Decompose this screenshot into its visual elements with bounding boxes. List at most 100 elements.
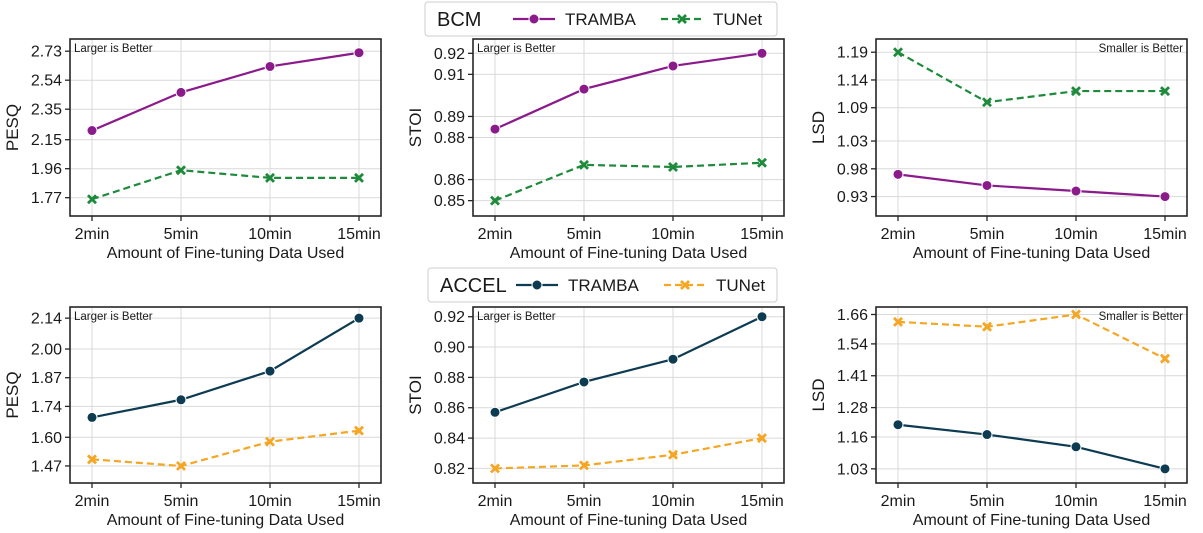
data-point	[265, 172, 275, 183]
y-tick-label: 1.03	[837, 134, 868, 151]
y-axis-label: STOI	[406, 375, 425, 414]
data-point	[892, 419, 904, 431]
y-tick-label: 0.90	[434, 340, 465, 357]
x-tick-label: 10min	[1054, 493, 1098, 510]
x-axis-label: Amount of Fine-tuning Data Used	[510, 245, 747, 262]
series-tramba	[892, 419, 1171, 475]
annotation: Larger is Better	[477, 43, 556, 55]
data-point	[176, 460, 186, 471]
y-tick-label: 2.14	[31, 311, 62, 328]
y-tick-label: 0.98	[837, 161, 868, 178]
data-point	[86, 411, 98, 423]
legend-label: TRAMBA	[568, 276, 640, 295]
data-point	[578, 83, 590, 95]
x-axis-label: Amount of Fine-tuning Data Used	[107, 512, 344, 529]
data-point	[756, 47, 768, 59]
x-axis-label: Amount of Fine-tuning Data Used	[913, 245, 1150, 262]
data-point	[1071, 309, 1081, 320]
data-point	[981, 179, 993, 191]
series-tramba	[86, 312, 365, 423]
x-tick-label: 15min	[740, 493, 784, 510]
data-point	[264, 60, 276, 72]
data-point	[1159, 463, 1171, 475]
data-point	[667, 60, 679, 72]
data-point	[175, 394, 187, 406]
data-point	[667, 353, 679, 365]
y-tick-label: 1.66	[837, 307, 868, 324]
x-tick-label: 5min	[567, 493, 602, 510]
x-tick-label: 10min	[651, 226, 695, 243]
y-tick-label: 2.15	[31, 132, 62, 149]
y-tick-label: 0.92	[434, 46, 465, 63]
data-point	[982, 97, 992, 108]
x-tick-label: 2min	[881, 493, 916, 510]
data-point	[757, 157, 767, 168]
y-tick-label: 1.87	[31, 370, 62, 387]
series-line	[897, 173, 1166, 198]
x-axis-label: Amount of Fine-tuning Data Used	[107, 245, 344, 262]
legend-group-title: BCM	[437, 9, 481, 31]
y-tick-label: 1.74	[31, 399, 62, 416]
y-tick-label: 0.86	[434, 172, 465, 189]
series-line	[91, 317, 360, 419]
x-tick-label: 10min	[248, 226, 292, 243]
x-tick-label: 5min	[970, 493, 1005, 510]
legend-box	[427, 267, 778, 303]
y-axis-label: LSD	[809, 111, 828, 144]
y-axis-label: PESQ	[3, 371, 22, 418]
series-tunet	[490, 433, 767, 474]
data-point	[1160, 86, 1170, 97]
x-tick-label: 2min	[478, 226, 513, 243]
series-tramba	[489, 311, 768, 418]
data-point	[490, 195, 500, 206]
x-tick-label: 2min	[75, 226, 110, 243]
y-tick-label: 0.88	[434, 370, 465, 387]
x-tick-label: 15min	[1143, 226, 1187, 243]
axes-frame	[472, 306, 785, 484]
y-tick-label: 0.93	[837, 189, 868, 206]
legend-group-title: ACCEL	[440, 275, 507, 297]
y-tick-label: 1.77	[31, 190, 62, 207]
y-tick-label: 2.00	[31, 342, 62, 359]
y-axis-label: PESQ	[3, 104, 22, 151]
data-point	[578, 376, 590, 388]
data-point	[668, 161, 678, 172]
legend-marker	[531, 279, 543, 291]
annotation: Smaller is Better	[1099, 43, 1184, 55]
legend-marker	[680, 280, 690, 290]
panel-bcm-lsd: 0.93 0.98 1.03 1.09 1.14 1.19 2min 5min 10min 15m…	[809, 38, 1188, 262]
x-tick-label: 5min	[164, 226, 199, 243]
y-axis-label: LSD	[809, 378, 828, 411]
y-tick-label: 2.54	[31, 73, 62, 90]
data-point	[353, 47, 365, 59]
x-axis-label: Amount of Fine-tuning Data Used	[913, 512, 1150, 529]
y-tick-label: 2.73	[31, 44, 62, 61]
data-point	[1070, 185, 1082, 197]
panel-bcm-stoi: 0.85 0.86 0.88 0.89 0.91 0.92 2min 5min 10min 15m…	[406, 38, 785, 262]
panel-bcm-pesq: 1.77 1.96 2.15 2.35 2.54 2.73 2min 5min 10min 15m…	[3, 38, 382, 262]
y-tick-label: 0.82	[434, 461, 465, 478]
data-point	[87, 194, 97, 205]
y-tick-label: 1.60	[31, 430, 62, 447]
series-line	[897, 313, 1166, 360]
y-tick-label: 0.85	[434, 193, 465, 210]
series-tramba	[86, 47, 365, 137]
y-tick-label: 0.88	[434, 130, 465, 147]
legend-label: TUNet	[713, 10, 762, 29]
data-point	[756, 311, 768, 323]
data-point	[489, 406, 501, 418]
x-tick-label: 15min	[1143, 493, 1187, 510]
series-line	[494, 437, 763, 470]
annotation: Larger is Better	[74, 311, 153, 323]
x-tick-label: 15min	[337, 493, 381, 510]
y-tick-label: 0.92	[434, 309, 465, 326]
y-tick-label: 1.96	[31, 161, 62, 178]
data-point	[579, 159, 589, 170]
annotation: Larger is Better	[74, 43, 153, 55]
data-point	[490, 463, 500, 474]
panel-accel-pesq: 1.47 1.60 1.74 1.87 2.00 2.14 2min 5min 10min 15m…	[3, 306, 382, 529]
y-axis-label: STOI	[406, 108, 425, 147]
y-tick-label: 1.19	[837, 45, 868, 62]
data-point	[354, 425, 364, 436]
series-line	[91, 51, 360, 132]
